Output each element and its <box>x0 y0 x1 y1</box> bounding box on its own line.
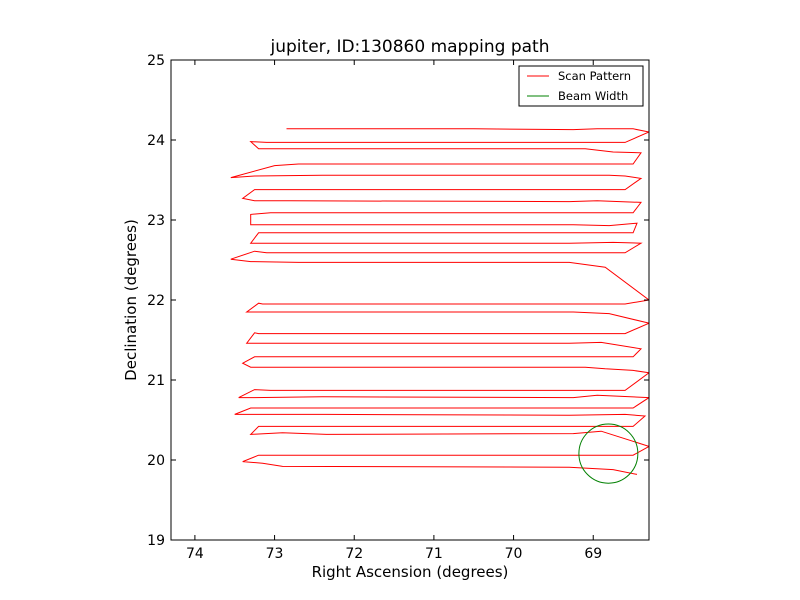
beam-width-circle <box>578 423 639 484</box>
x-tick-label: 70 <box>505 546 523 562</box>
data-layer <box>230 128 649 484</box>
x-tick-label: 74 <box>186 546 204 562</box>
y-tick-label: 25 <box>147 53 165 69</box>
y-axis-label: Declination (degrees) <box>122 219 140 381</box>
scan-pattern-line <box>230 128 649 475</box>
y-tick-label: 23 <box>147 213 165 229</box>
legend-box <box>518 65 644 107</box>
legend: Scan Pattern Beam Width <box>518 65 644 107</box>
x-tick-label: 69 <box>584 546 602 562</box>
legend-label-beam-width: Beam Width <box>558 89 628 103</box>
legend-label-scan-pattern: Scan Pattern <box>558 69 631 83</box>
y-tick-label: 19 <box>147 533 165 549</box>
x-tick-label: 71 <box>425 546 443 562</box>
y-tick-label: 24 <box>147 133 165 149</box>
ticks-layer: 74 73 72 71 70 69 19 20 21 22 23 24 25 <box>147 53 649 562</box>
plot-area <box>171 60 649 540</box>
y-tick-label: 21 <box>147 373 165 389</box>
x-tick-label: 72 <box>345 546 363 562</box>
x-axis-label: Right Ascension (degrees) <box>312 563 509 581</box>
chart-title: jupiter, ID:130860 mapping path <box>270 37 550 57</box>
y-tick-label: 22 <box>147 293 165 309</box>
y-tick-label: 20 <box>147 453 165 469</box>
plot-frame <box>170 59 650 541</box>
x-tick-label: 73 <box>266 546 284 562</box>
